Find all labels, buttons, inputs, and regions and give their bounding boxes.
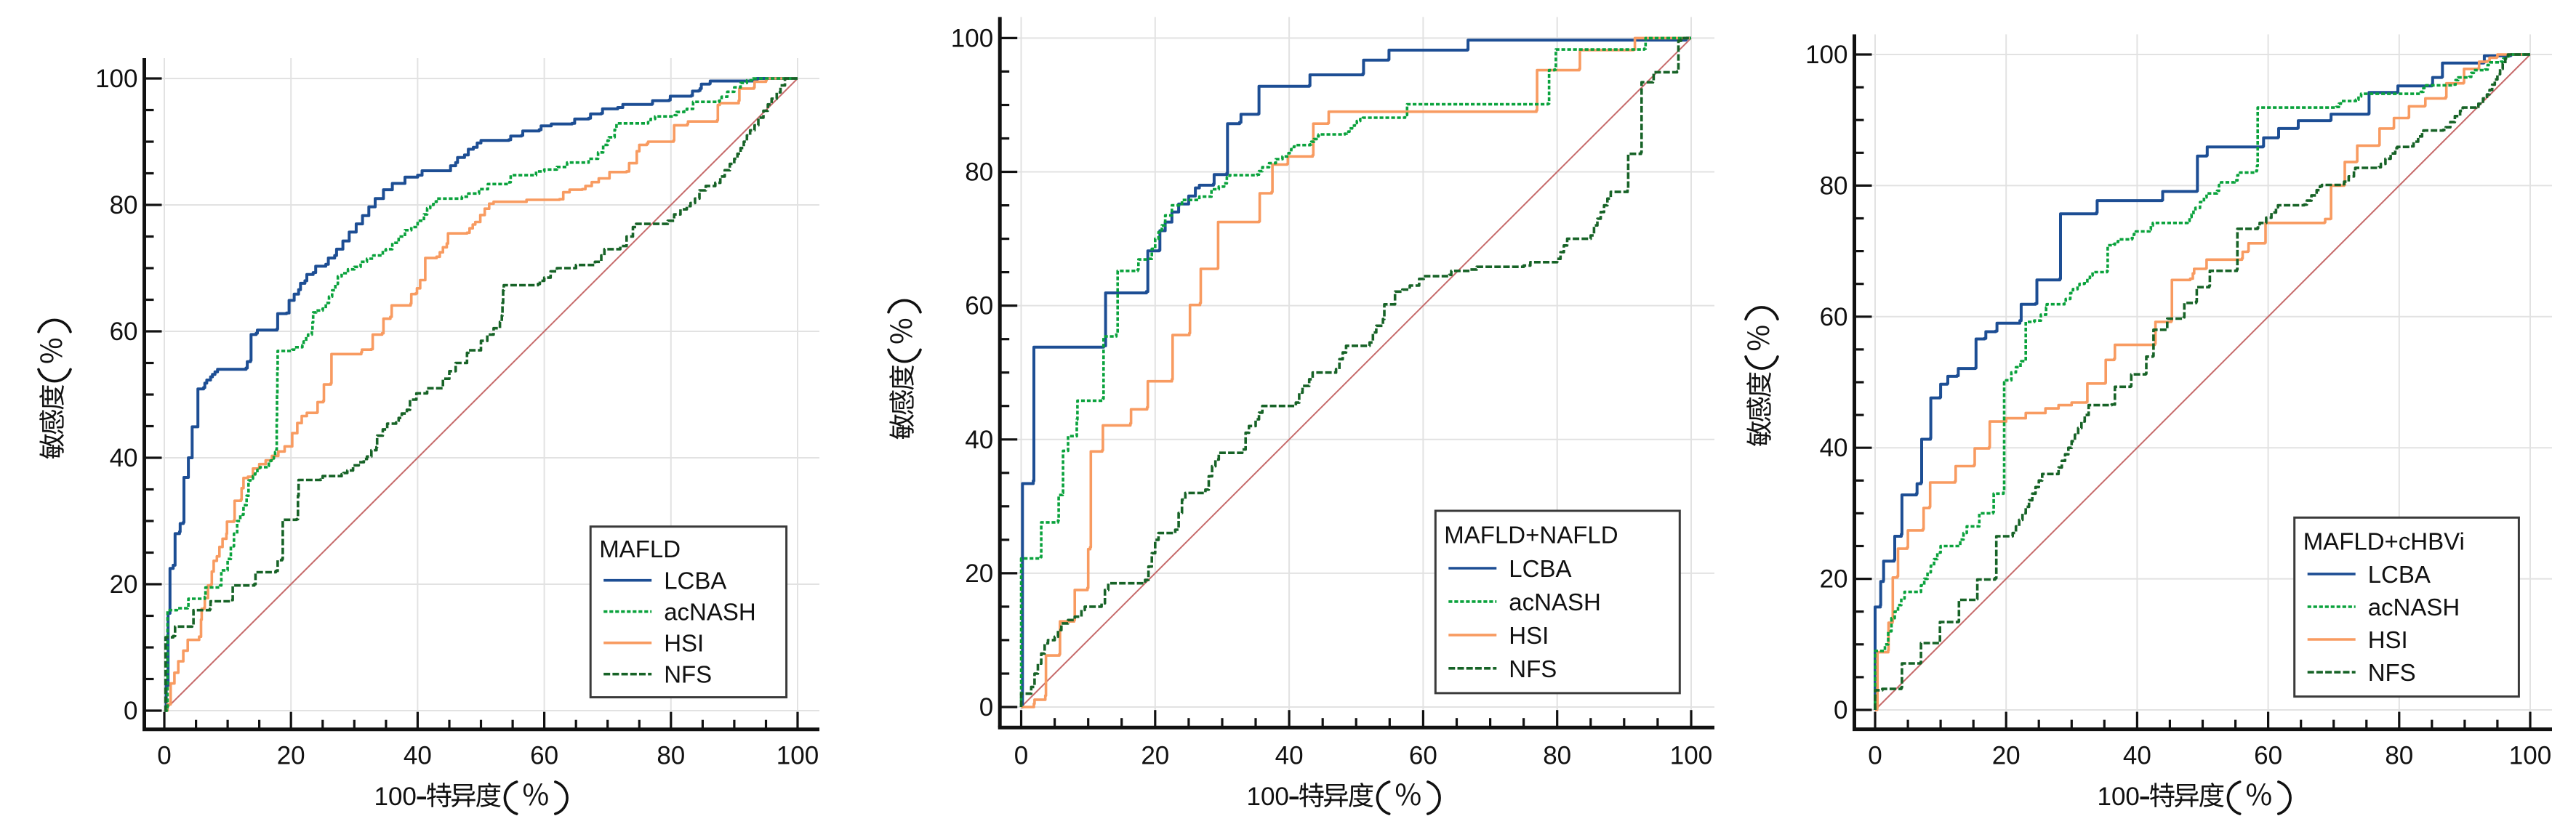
svg-text:20: 20 [965,560,993,588]
svg-text:80: 80 [110,191,138,219]
svg-text:20: 20 [110,570,138,599]
svg-text:HSI: HSI [1509,622,1549,649]
svg-text:80: 80 [1543,742,1571,770]
svg-text:HSI: HSI [2368,626,2408,653]
svg-text:LCBA: LCBA [2368,561,2431,588]
svg-text:80: 80 [965,158,993,187]
svg-text:acNASH: acNASH [664,599,756,626]
svg-text:20: 20 [277,742,305,770]
svg-text:60: 60 [965,292,993,320]
svg-text:0: 0 [1014,742,1028,770]
svg-text:HSI: HSI [664,630,704,657]
svg-text:0: 0 [124,697,137,725]
svg-text:100: 100 [2509,742,2551,770]
svg-text:80: 80 [657,742,685,770]
svg-text:60: 60 [530,742,558,770]
svg-text:40: 40 [965,426,993,454]
svg-text:100: 100 [1805,41,1847,69]
svg-text:80: 80 [1820,171,1848,200]
svg-text:MAFLD+NAFLD: MAFLD+NAFLD [1444,522,1618,549]
svg-text:NFS: NFS [1509,655,1557,682]
svg-text:20: 20 [1820,565,1848,594]
svg-text:NFS: NFS [664,661,712,688]
svg-text:NFS: NFS [2368,659,2416,686]
svg-text:100: 100 [1670,742,1712,770]
svg-text:MAFLD+cHBVi: MAFLD+cHBVi [2303,528,2465,554]
svg-text:60: 60 [2254,742,2282,770]
svg-text:60: 60 [1820,303,1848,331]
svg-text:60: 60 [110,318,138,346]
svg-text:0: 0 [1834,696,1847,724]
svg-text:40: 40 [404,742,432,770]
svg-text:100: 100 [95,65,137,93]
svg-text:acNASH: acNASH [1509,589,1601,615]
svg-text:100: 100 [2098,783,2140,811]
svg-text:20: 20 [1992,742,2021,770]
svg-text:100: 100 [374,783,417,811]
svg-text:0: 0 [1868,742,1882,770]
svg-text:LCBA: LCBA [664,567,726,594]
svg-text:MAFLD: MAFLD [599,536,681,562]
svg-text:40: 40 [2123,742,2151,770]
svg-text:100: 100 [951,24,993,52]
svg-text:80: 80 [2385,742,2413,770]
svg-text:40: 40 [110,444,138,472]
svg-text:acNASH: acNASH [2368,594,2460,621]
svg-text:40: 40 [1820,434,1848,462]
svg-text:100: 100 [1247,783,1289,811]
svg-text:0: 0 [979,693,993,722]
svg-text:100: 100 [777,742,819,770]
svg-text:0: 0 [157,742,171,770]
svg-text:40: 40 [1275,742,1304,770]
svg-text:20: 20 [1141,742,1169,770]
svg-text:60: 60 [1409,742,1437,770]
svg-text:LCBA: LCBA [1509,555,1571,582]
